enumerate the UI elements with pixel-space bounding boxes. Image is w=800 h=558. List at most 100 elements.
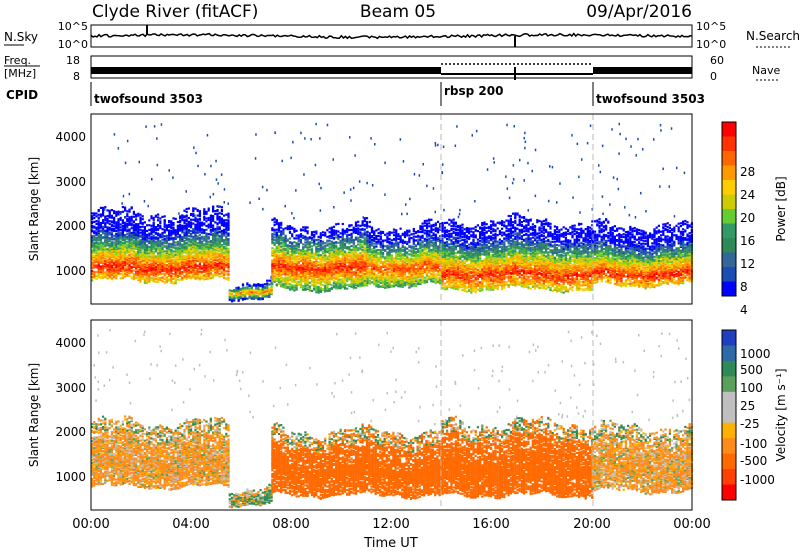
power-cell-2327 <box>205 229 207 231</box>
power-cell-3031 <box>271 227 273 229</box>
power-cell-3576 <box>302 260 304 262</box>
power-cell-4167 <box>335 275 337 277</box>
power-cell-1278 <box>153 251 155 253</box>
power-cell-143 <box>98 246 100 248</box>
power-cell-337 <box>106 233 108 235</box>
power-cell-2918 <box>257 288 259 290</box>
power-cell-1439 <box>161 256 163 258</box>
power-cell-382 <box>109 237 111 239</box>
power-cell-304 <box>104 216 106 218</box>
power-cell-4248 <box>340 283 342 285</box>
power-cell-3834 <box>315 246 317 248</box>
power-cell-1901 <box>186 244 188 246</box>
power-cell-1028 <box>139 246 141 248</box>
power-cell-3098 <box>276 246 278 248</box>
power-cell-1594 <box>170 268 172 270</box>
power-cell-1203 <box>148 249 150 251</box>
power-cell-3128 <box>278 265 280 267</box>
power-cell-3382 <box>291 273 293 275</box>
power-cell-2329 <box>205 220 207 222</box>
power-cell-795 <box>128 237 130 239</box>
power-cell-3167 <box>280 277 282 279</box>
power-cell-4518 <box>353 250 355 252</box>
power-cell-3201 <box>280 224 282 226</box>
power-cell-2044 <box>192 243 194 245</box>
power-cell-893 <box>133 229 135 231</box>
power-cell-782 <box>128 254 130 256</box>
power-cell-2783 <box>231 299 233 301</box>
power-cell-4679 <box>362 265 364 267</box>
power-cell-4164 <box>335 281 337 283</box>
power-cell-2647 <box>221 209 223 211</box>
power-cell-2336 <box>208 275 210 277</box>
power-cell-1169 <box>146 251 148 253</box>
power-cell-2728 <box>225 219 227 221</box>
power-cell-2578 <box>219 255 221 257</box>
power-cell-3255 <box>285 273 287 275</box>
power-cell-4479 <box>351 245 353 247</box>
power-cell-1867 <box>183 229 185 231</box>
power-cell-1479 <box>164 250 166 252</box>
power-cell-2839 <box>242 287 244 289</box>
power-cell-3232 <box>282 248 284 250</box>
power-cell-3062 <box>274 236 276 238</box>
power-cell-3811 <box>315 273 317 275</box>
power-cell-1089 <box>142 222 144 224</box>
power-cell-4121 <box>333 282 335 284</box>
power-cell-104 <box>95 244 97 246</box>
power-cell-1301 <box>155 281 157 283</box>
power-cell-1302 <box>155 278 157 280</box>
power-cell-48 <box>93 271 95 273</box>
power-cell-3375 <box>291 284 293 286</box>
power-cell-3988 <box>324 234 326 236</box>
power-cell-3436 <box>293 256 295 258</box>
power-cell-1633 <box>172 268 174 270</box>
power-cell-1122 <box>144 247 146 249</box>
power-cell-3129 <box>278 263 280 265</box>
power-cell-4132 <box>333 264 335 266</box>
power-cell-3593 <box>302 229 304 231</box>
power-cell-1228 <box>150 263 152 265</box>
power-cell-712 <box>124 229 126 231</box>
power-cell-3511 <box>298 246 300 248</box>
power-cell-570 <box>117 234 119 236</box>
power-cell-3059 <box>274 244 276 246</box>
power-cell-2149 <box>197 218 199 220</box>
power-cell-3680 <box>307 241 309 243</box>
power-cell-4699 <box>362 233 364 235</box>
power-cell-2374 <box>208 208 210 210</box>
power-cell-2516 <box>216 271 218 273</box>
power-cell-711 <box>124 234 126 236</box>
power-cell-4810 <box>367 268 369 270</box>
power-cell-4488 <box>351 229 353 231</box>
power-cell-1176 <box>146 238 148 240</box>
power-cell-751 <box>126 233 128 235</box>
power-cell-125 <box>98 270 100 272</box>
power-cell-3577 <box>302 259 304 261</box>
power-cell-1138 <box>144 226 146 228</box>
power-cell-170 <box>100 273 102 275</box>
power-cell-1420 <box>159 222 161 224</box>
power-cell-1090 <box>142 218 144 220</box>
power-cell-1425 <box>161 276 163 278</box>
power-cell-1407 <box>159 247 161 249</box>
power-cell-3552 <box>300 233 302 235</box>
power-cell-419 <box>111 252 113 254</box>
power-cell-4317 <box>342 241 344 243</box>
power-cell-147 <box>98 239 100 241</box>
power-cell-3147 <box>278 238 280 240</box>
noise-ytick-bottom-left: 10^0 <box>58 38 88 51</box>
power-cell-1174 <box>146 244 148 246</box>
power-cell-2325 <box>205 234 207 236</box>
power-heatmap <box>91 123 693 303</box>
power-cell-4307 <box>342 253 344 255</box>
power-cell-483 <box>113 222 115 224</box>
power-cell-1629 <box>172 278 174 280</box>
power-cell-3152 <box>278 229 280 231</box>
power-cell-717 <box>124 222 126 224</box>
power-cell-3238 <box>282 239 284 241</box>
power-cell-2722 <box>225 230 227 232</box>
power-cell-2601 <box>219 216 221 218</box>
power-cell-4749 <box>364 219 366 221</box>
power-cell-2753 <box>227 248 229 250</box>
